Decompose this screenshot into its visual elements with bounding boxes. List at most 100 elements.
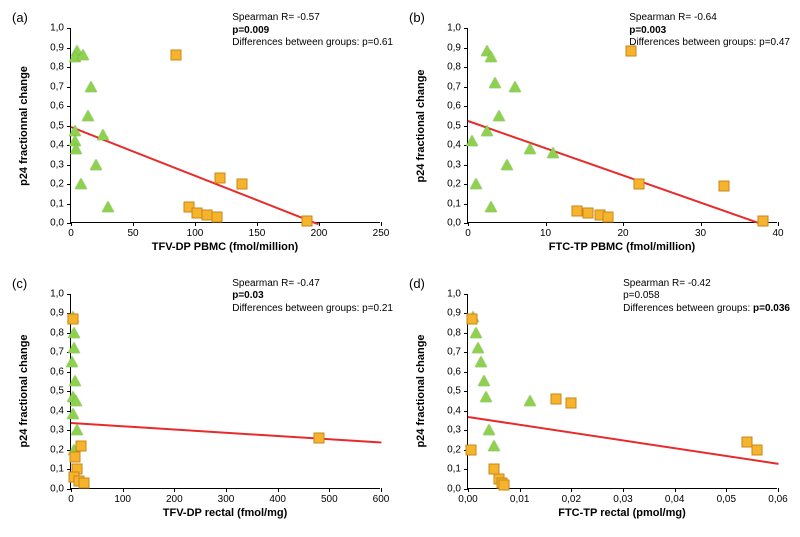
square-marker xyxy=(212,212,223,223)
panel-a: (a)Spearman R= -0.57p=0.009Differences b… xyxy=(8,8,395,264)
ytick-label: 0,8 xyxy=(433,327,461,338)
xtick-label: 20 xyxy=(617,228,628,239)
x-axis-label: TFV-DP rectal (fmol/mg) xyxy=(163,507,287,519)
xtick-mark xyxy=(381,488,382,492)
triangle-marker xyxy=(524,143,536,154)
xtick-mark xyxy=(71,222,72,226)
ytick-mark xyxy=(464,352,468,353)
triangle-marker xyxy=(488,440,500,451)
trend-line xyxy=(468,120,763,225)
square-marker xyxy=(78,477,89,488)
triangle-marker xyxy=(97,129,109,140)
xtick-label: 100 xyxy=(114,494,131,505)
ytick-label: 0,1 xyxy=(433,464,461,475)
ytick-label: 1,0 xyxy=(36,288,64,299)
triangle-marker xyxy=(493,110,505,121)
triangle-marker xyxy=(475,356,487,367)
ytick-mark xyxy=(67,87,71,88)
stats-spearman: Spearman R= -0.42 xyxy=(623,278,790,291)
ytick-label: 0,8 xyxy=(433,62,461,73)
triangle-marker xyxy=(68,342,80,353)
xtick-mark xyxy=(381,222,382,226)
ytick-mark xyxy=(67,204,71,205)
xtick-label: 500 xyxy=(321,494,338,505)
ytick-mark xyxy=(67,294,71,295)
triangle-marker xyxy=(66,356,78,367)
ytick-mark xyxy=(464,372,468,373)
xtick-mark xyxy=(468,488,469,492)
square-marker xyxy=(499,479,510,490)
plot-area: 0501001502002500,00,10,20,30,40,50,60,70… xyxy=(70,28,380,223)
ytick-mark xyxy=(67,165,71,166)
ytick-label: 0,2 xyxy=(36,444,64,455)
xtick-mark xyxy=(726,488,727,492)
xtick-label: 200 xyxy=(311,228,328,239)
ytick-label: 0,0 xyxy=(36,483,64,494)
xtick-mark xyxy=(133,222,134,226)
x-axis-label: FTC-TP PBMC (fmol/million) xyxy=(549,241,695,253)
ytick-mark xyxy=(464,223,468,224)
ytick-label: 0,4 xyxy=(433,405,461,416)
ytick-label: 0,3 xyxy=(433,159,461,170)
ytick-mark xyxy=(464,333,468,334)
triangle-marker xyxy=(478,375,490,386)
y-axis-label: p24 fractional change xyxy=(18,334,30,447)
xtick-label: 250 xyxy=(373,228,390,239)
ytick-label: 0,0 xyxy=(36,218,64,229)
ytick-label: 0,7 xyxy=(433,347,461,358)
triangle-marker xyxy=(524,395,536,406)
ytick-label: 0,4 xyxy=(36,140,64,151)
ytick-label: 1,0 xyxy=(433,288,461,299)
ytick-label: 0,2 xyxy=(433,179,461,190)
ytick-mark xyxy=(464,184,468,185)
triangle-marker xyxy=(69,375,81,386)
xtick-mark xyxy=(226,488,227,492)
y-axis-label: p24 fractional change xyxy=(415,334,427,447)
triangle-marker xyxy=(470,178,482,189)
ytick-label: 0,9 xyxy=(36,42,64,53)
triangle-marker xyxy=(70,143,82,154)
xtick-label: 150 xyxy=(249,228,266,239)
ytick-label: 0,2 xyxy=(433,444,461,455)
xtick-mark xyxy=(257,222,258,226)
triangle-marker xyxy=(85,80,97,91)
triangle-marker xyxy=(481,125,493,136)
xtick-label: 600 xyxy=(373,494,390,505)
xtick-label: 300 xyxy=(218,494,235,505)
xtick-mark xyxy=(468,222,469,226)
ytick-mark xyxy=(67,28,71,29)
panel-d: (d)Spearman R= -0.42p=0.058Differences b… xyxy=(405,274,792,530)
ytick-label: 0,3 xyxy=(36,425,64,436)
ytick-label: 0,5 xyxy=(433,120,461,131)
triangle-marker xyxy=(485,51,497,62)
xtick-label: 0,05 xyxy=(717,494,736,505)
triangle-marker xyxy=(501,158,513,169)
panel-grid: (a)Spearman R= -0.57p=0.009Differences b… xyxy=(0,0,800,537)
xtick-label: 10 xyxy=(540,228,551,239)
square-marker xyxy=(237,179,248,190)
ytick-mark xyxy=(67,67,71,68)
ytick-mark xyxy=(464,294,468,295)
square-marker xyxy=(625,46,636,57)
triangle-marker xyxy=(75,178,87,189)
square-marker xyxy=(583,208,594,219)
ytick-label: 0,7 xyxy=(36,81,64,92)
ytick-label: 0,5 xyxy=(36,386,64,397)
ytick-mark xyxy=(67,469,71,470)
ytick-label: 0,4 xyxy=(433,140,461,151)
square-marker xyxy=(467,313,478,324)
triangle-marker xyxy=(472,342,484,353)
xtick-mark xyxy=(174,488,175,492)
xtick-label: 0,03 xyxy=(613,494,632,505)
ytick-label: 0,7 xyxy=(36,347,64,358)
triangle-marker xyxy=(77,49,89,60)
xtick-label: 0,06 xyxy=(768,494,787,505)
xtick-label: 0 xyxy=(68,228,74,239)
square-marker xyxy=(76,440,87,451)
xtick-label: 200 xyxy=(166,494,183,505)
ytick-label: 1,0 xyxy=(433,23,461,34)
ytick-label: 0,5 xyxy=(433,386,461,397)
triangle-marker xyxy=(485,201,497,212)
stats-spearman: Spearman R= -0.64 xyxy=(629,12,790,25)
panel-c: (c)Spearman R= -0.47p=0.03Differences be… xyxy=(8,274,395,530)
